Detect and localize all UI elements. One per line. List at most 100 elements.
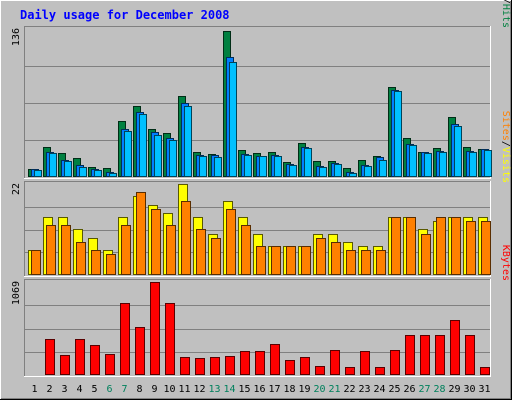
day-label: 30: [463, 384, 475, 395]
bar-sites: [211, 238, 221, 275]
bar-pages: [64, 161, 72, 177]
bar-pages: [409, 145, 417, 177]
bar-sites: [181, 201, 191, 275]
bar-kbytes: [225, 356, 235, 375]
day-label: 29: [448, 384, 460, 395]
day-label: 6: [106, 384, 112, 395]
bar-pages: [394, 91, 402, 177]
day-label: 8: [136, 384, 142, 395]
bar-sites: [391, 217, 401, 275]
bar-kbytes: [315, 366, 325, 375]
bar-pages: [244, 155, 252, 177]
y-axis-max-label: 22: [11, 183, 22, 195]
bar-pages: [184, 106, 192, 177]
bar-pages: [439, 152, 447, 177]
bar-sites: [316, 238, 326, 275]
bar-pages: [34, 170, 42, 177]
panel-legend: Pages/Files/Hits: [500, 0, 511, 28]
bar-kbytes: [285, 360, 295, 375]
bar-kbytes: [450, 320, 460, 375]
bar-pages: [289, 165, 297, 177]
bar-pages: [274, 156, 282, 177]
bar-pages: [484, 150, 492, 177]
bar-kbytes: [90, 345, 100, 375]
day-label: 21: [328, 384, 340, 395]
bar-sites: [121, 225, 131, 275]
bar-sites: [31, 250, 41, 275]
bar-kbytes: [270, 344, 280, 375]
bar-sites: [46, 225, 56, 275]
legend-hits: Hits: [500, 4, 511, 28]
day-label: 1: [31, 384, 37, 395]
day-label: 20: [313, 384, 325, 395]
bar-kbytes: [135, 327, 145, 375]
bar-kbytes: [180, 357, 190, 375]
panel-visits: 22 Sites/Visits: [11, 111, 511, 277]
bar-sites: [166, 225, 176, 275]
day-label: 18: [283, 384, 295, 395]
legend-kbytes: KBytes: [500, 245, 511, 281]
bar-sites: [286, 246, 296, 275]
bar-sites: [196, 229, 206, 275]
bar-kbytes: [345, 367, 355, 375]
day-label: 22: [343, 384, 355, 395]
bar-kbytes: [375, 367, 385, 375]
day-label: 12: [193, 384, 205, 395]
day-label: 31: [478, 384, 490, 395]
bar-kbytes: [120, 303, 130, 375]
bar-kbytes: [45, 339, 55, 375]
legend-separator: /: [500, 0, 511, 4]
day-axis: 1 2 3 4 5 6 7 8 9 10 11 12 13 14 15 16 17 18 19 20 21 22 23 24 2…: [31, 384, 490, 395]
bar-sites: [481, 221, 491, 275]
bar-pages: [109, 173, 117, 177]
bar-sites: [406, 217, 416, 275]
bar-sites: [421, 234, 431, 275]
bar-kbytes: [480, 367, 490, 375]
bar-sites: [361, 250, 371, 275]
bar-pages: [214, 157, 222, 177]
bar-kbytes: [390, 350, 400, 375]
bar-sites: [331, 242, 341, 275]
bar-pages: [379, 160, 387, 177]
day-label: 13: [208, 384, 220, 395]
bar-kbytes: [240, 351, 250, 375]
panel-legend: KBytes: [500, 245, 511, 281]
bar-sites: [91, 250, 101, 275]
day-label: 10: [163, 384, 175, 395]
day-label: 25: [388, 384, 400, 395]
bar-pages: [169, 140, 177, 177]
bar-kbytes: [195, 358, 205, 375]
bar-kbytes: [405, 335, 415, 375]
bar-pages: [349, 173, 357, 177]
day-label: 19: [298, 384, 310, 395]
day-label: 7: [121, 384, 127, 395]
day-label: 17: [268, 384, 280, 395]
bar-pages: [94, 170, 102, 177]
bar-sites: [151, 209, 161, 275]
bar-pages: [124, 131, 132, 177]
bar-pages: [304, 148, 312, 177]
bar-pages: [424, 153, 432, 177]
bar-sites: [451, 217, 461, 275]
bar-kbytes: [210, 357, 220, 375]
bar-sites: [61, 225, 71, 275]
bar-sites: [346, 250, 356, 275]
day-label: 24: [373, 384, 385, 395]
bar-pages: [79, 167, 87, 177]
bar-pages: [259, 156, 267, 177]
y-axis-max-label: 1069: [11, 281, 22, 305]
bar-kbytes: [435, 335, 445, 375]
day-label: 11: [178, 384, 190, 395]
bar-pages: [139, 114, 147, 177]
bar-sites: [466, 221, 476, 275]
bar-sites: [241, 225, 251, 275]
panel-traffic: 136 Pages/Files/Hits: [11, 0, 511, 179]
bar-sites: [376, 250, 386, 275]
bar-sites: [136, 192, 146, 275]
bar-sites: [106, 254, 116, 275]
chart-title: Daily usage for December 2008: [20, 8, 230, 22]
day-label: 28: [433, 384, 445, 395]
day-label: 9: [151, 384, 157, 395]
bar-pages: [229, 62, 237, 177]
